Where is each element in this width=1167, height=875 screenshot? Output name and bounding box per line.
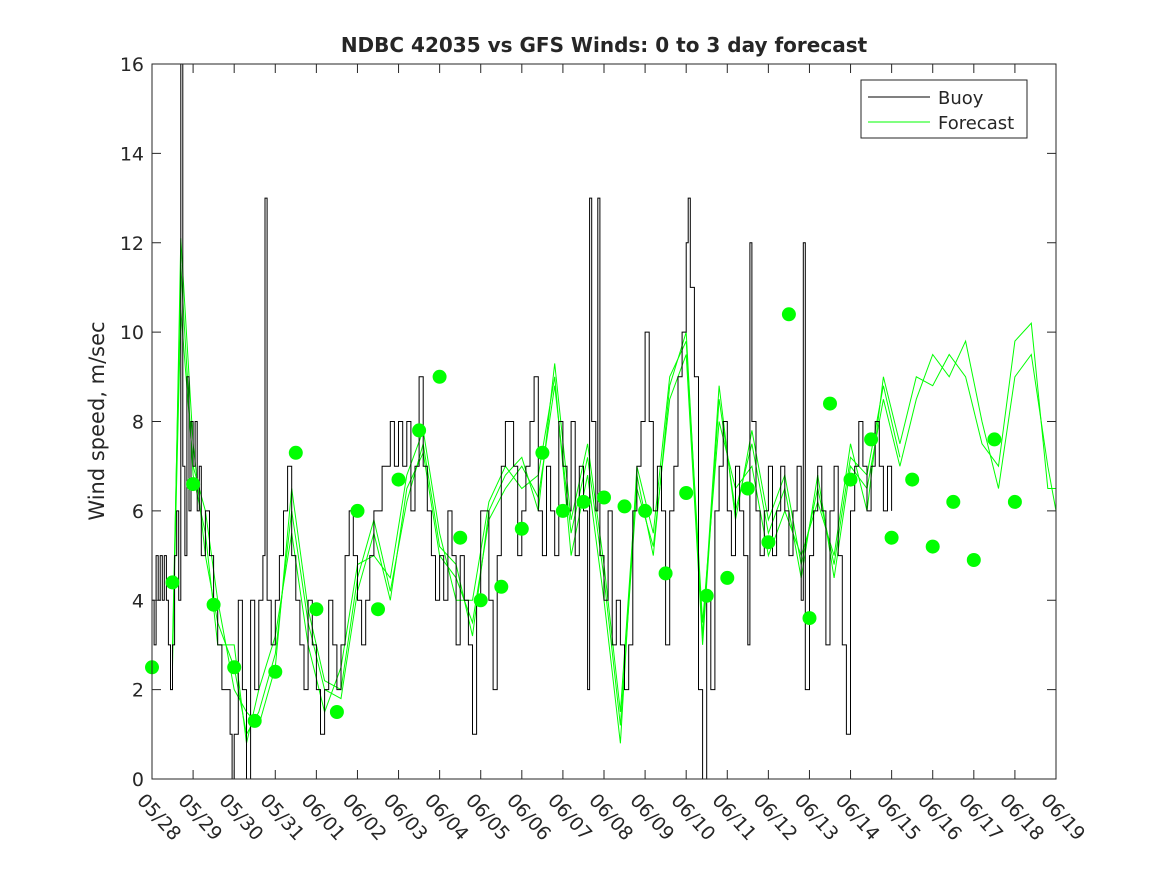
forecast-line [899,339,1056,511]
legend: Buoy Forecast [860,79,1028,139]
forecast-marker [432,369,447,384]
forecast-marker [288,445,303,460]
forecast-line [172,309,901,727]
y-axis: 0 2 4 6 8 10 12 14 16 [120,54,1056,791]
forecast-line [899,322,1056,489]
forecast-marker [473,593,488,608]
forecast-marker [946,494,961,509]
forecast-marker [638,503,653,518]
forecast-marker [329,705,344,719]
forecast-marker [658,566,673,581]
forecast-marker [309,602,324,617]
forecast-marker [761,535,776,550]
forecast-marker [884,530,899,545]
buoy-series [152,64,893,779]
y-tick-label: 12 [120,233,144,255]
forecast-marker [206,597,221,612]
legend-box [860,79,1028,139]
y-tick-label: 6 [132,501,144,523]
forecast-marker [781,307,796,322]
forecast-marker [186,477,201,492]
forecast-marker [802,611,817,626]
forecast-marker [412,423,427,438]
forecast-marker [535,445,550,460]
forecast-marker [453,530,468,545]
y-tick-label: 2 [132,680,144,702]
forecast-marker [268,664,283,679]
forecast-marker [823,396,837,411]
forecast-marker [576,494,591,509]
legend-label-buoy: Buoy [938,88,984,109]
forecast-marker [740,481,755,496]
forecast-marker [966,553,981,567]
y-axis-label: Wind speed, m/sec [85,321,109,520]
y-tick-label: 14 [120,143,144,165]
forecast-marker [514,521,529,536]
forecast-marker [720,570,735,585]
y-tick-label: 10 [120,322,144,344]
legend-label-forecast: Forecast [938,113,1014,134]
forecast-marker [494,579,509,594]
y-tick-label: 4 [132,590,144,612]
forecast-marker [350,503,365,518]
forecast-marker [227,660,242,675]
forecast-marker [617,499,632,514]
forecast-marker [371,602,385,617]
chart-title: NDBC 42035 vs GFS Winds: 0 to 3 day fore… [341,33,868,57]
forecast-marker [165,575,180,590]
forecast-marker [679,486,694,500]
forecast-marker [843,472,858,487]
forecast-marker [247,713,262,728]
forecast-marker [987,432,1002,447]
y-tick-label: 8 [132,412,144,434]
y-tick-label: 16 [120,54,144,76]
forecast-markers [145,307,1022,728]
forecast-marker [391,472,406,487]
forecast-marker [1007,494,1022,509]
buoy-line [152,64,893,779]
forecast-marker [925,539,940,554]
forecast-marker [905,472,920,487]
forecast-marker [597,490,611,505]
forecast-marker [699,588,714,603]
y-tick-label: 0 [132,769,144,791]
forecast-marker [864,432,879,447]
forecast-marker [555,503,570,518]
